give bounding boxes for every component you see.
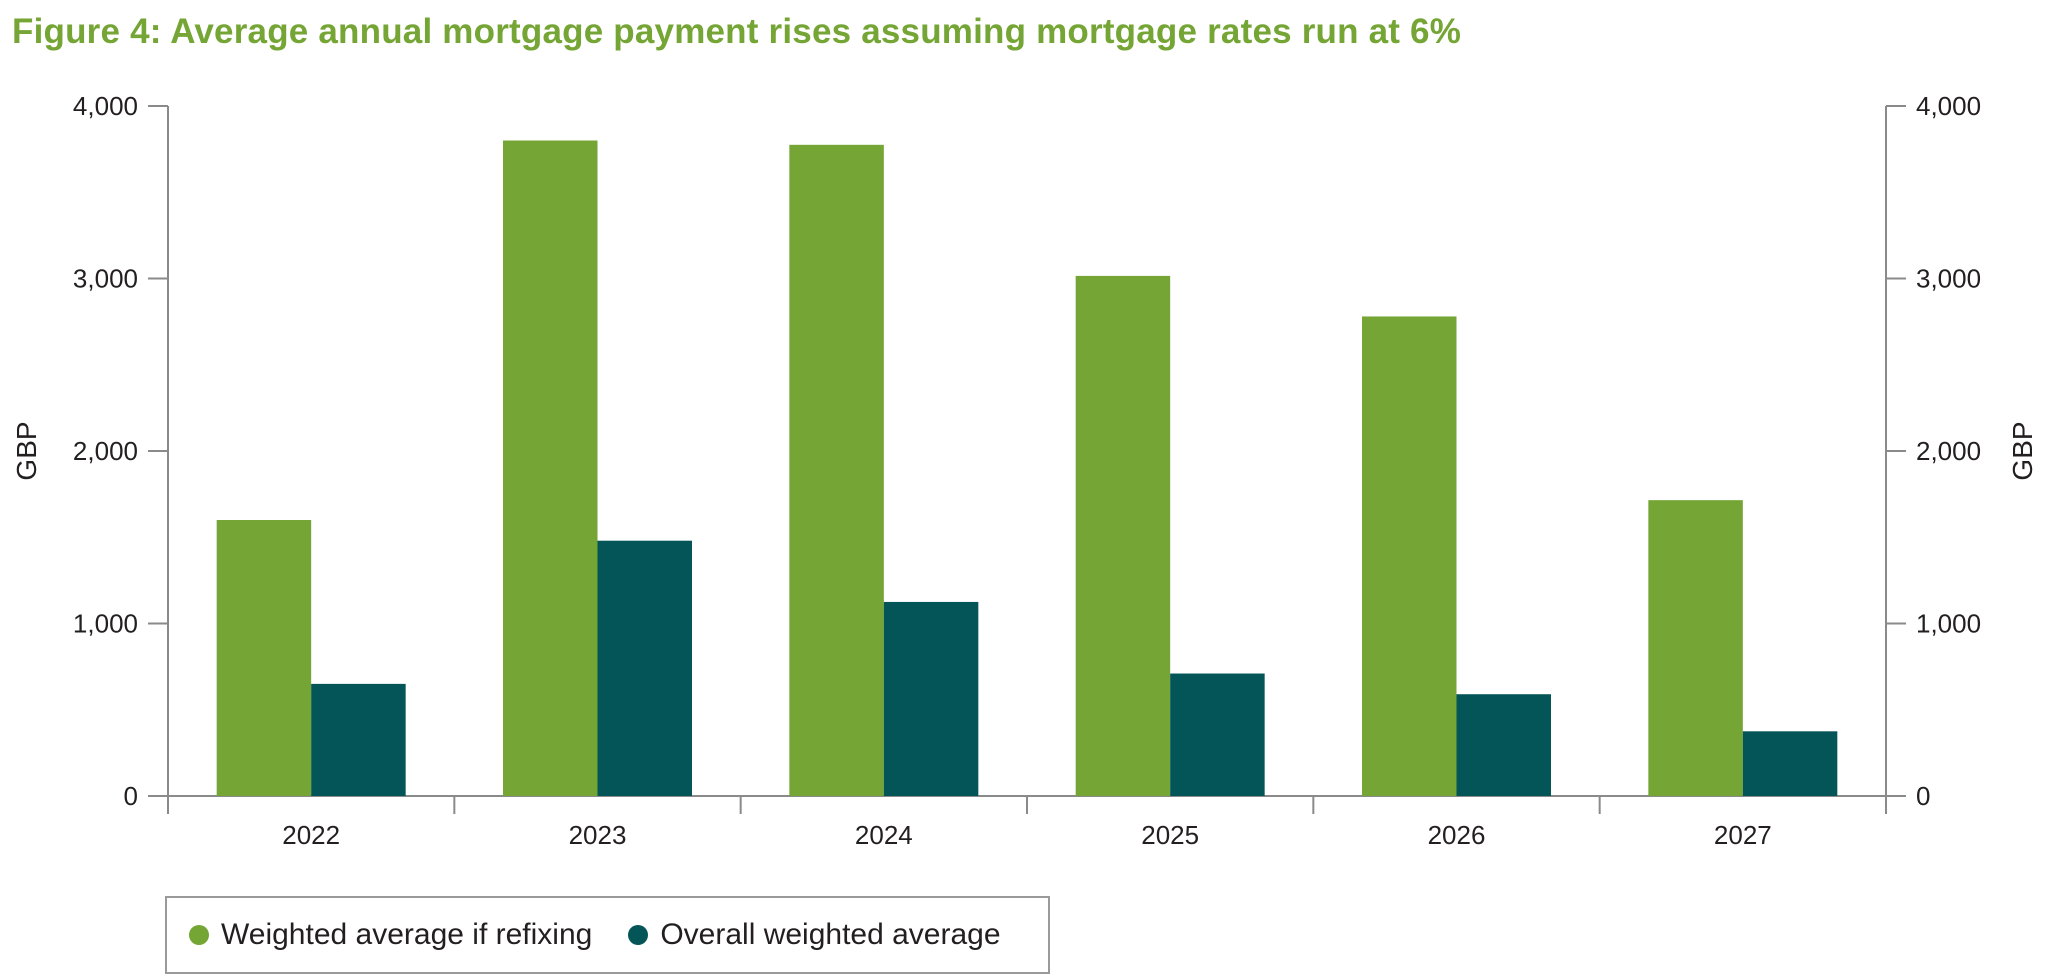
y-tick-label-right: 1,000 <box>1916 609 1981 639</box>
y-axis-title-right: GBP <box>2007 421 2038 480</box>
y-tick-label-left: 4,000 <box>73 91 138 121</box>
x-tick-label: 2026 <box>1428 820 1486 850</box>
y-tick-label-right: 4,000 <box>1916 91 1981 121</box>
bar-refixing-2026 <box>1362 316 1457 796</box>
legend-swatch-overall <box>628 925 649 945</box>
x-tick-label: 2022 <box>282 820 340 850</box>
bar-overall-2024 <box>883 601 979 796</box>
legend-swatch-refixing <box>189 925 209 945</box>
legend-label-overall: Overall weighted average <box>660 918 1001 951</box>
y-tick-label-left: 0 <box>124 781 138 811</box>
y-axis-title-left: GBP <box>11 421 42 480</box>
bar-refixing-2023 <box>503 140 598 796</box>
bar-overall-2022 <box>311 683 406 796</box>
bar-chart: 0 0 1,000 1,000 2,000 2,000 3,000 3,000 4,000 4,0… <box>11 91 2038 850</box>
bar-overall-2026 <box>1456 694 1551 796</box>
x-tick-label: 2023 <box>569 820 627 850</box>
bar-overall-2027 <box>1742 731 1838 796</box>
chart-title: Figure 4: Average annual mortgage paymen… <box>12 12 1462 51</box>
bar-overall-2025 <box>1170 673 1265 796</box>
bar-refixing-2024 <box>789 144 884 796</box>
legend-label-refixing: Weighted average if refixing <box>221 918 593 951</box>
bar-refixing-2027 <box>1648 500 1743 796</box>
y-tick-label-left: 3,000 <box>73 264 138 294</box>
y-tick-label-right: 0 <box>1916 781 1930 811</box>
y-tick-label-left: 2,000 <box>73 436 138 466</box>
legend: Weighted average if refixing Overall wei… <box>165 896 1050 974</box>
x-tick-label: 2024 <box>855 820 913 850</box>
bar-overall-2023 <box>597 540 692 796</box>
x-tick-label: 2025 <box>1141 820 1199 850</box>
legend-item-overall: Overall weighted average <box>628 918 1001 952</box>
x-tick-label: 2027 <box>1714 820 1772 850</box>
y-tick-label-right: 3,000 <box>1916 264 1981 294</box>
bar-refixing-2025 <box>1075 275 1171 797</box>
y-tick-label-left: 1,000 <box>73 609 138 639</box>
bar-refixing-2022 <box>216 520 312 796</box>
legend-item-refixing: Weighted average if refixing <box>189 918 592 952</box>
y-tick-label-right: 2,000 <box>1916 436 1981 466</box>
